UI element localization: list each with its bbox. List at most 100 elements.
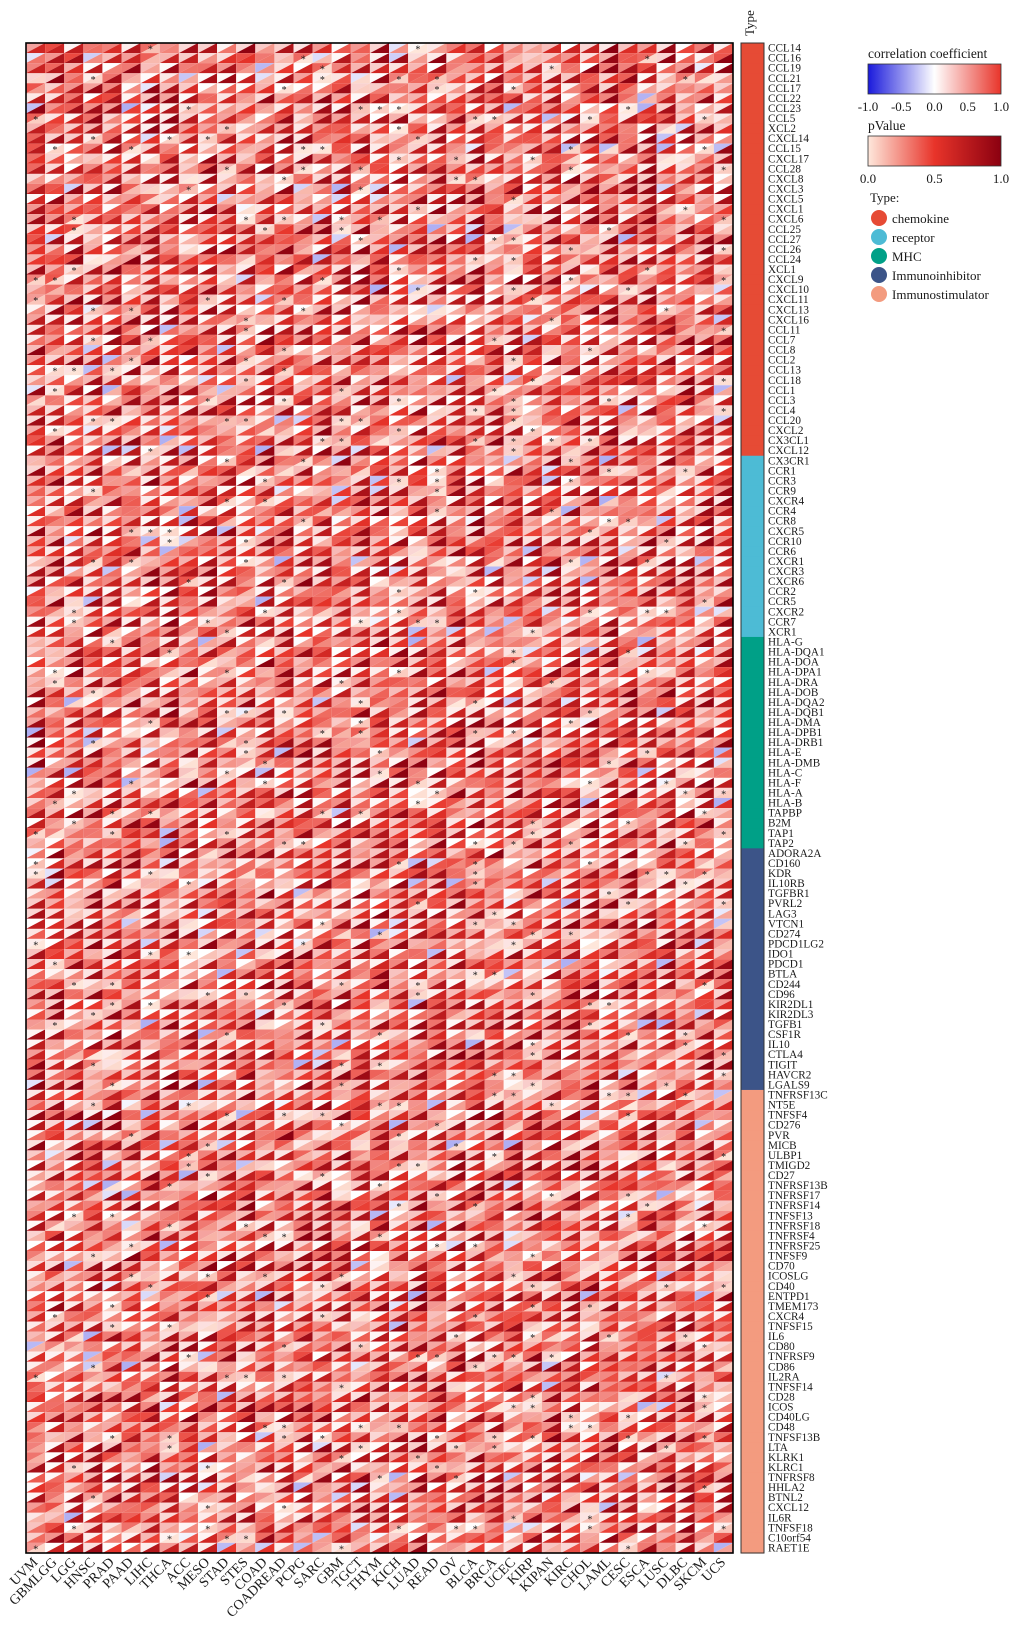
cell-p-triangle: [408, 214, 428, 225]
cell-p-triangle: [369, 43, 390, 54]
cell-corr-triangle: [713, 63, 733, 74]
cell-p-triangle: [522, 153, 542, 164]
cell-corr-triangle: [408, 244, 428, 255]
cell-p-triangle: [369, 214, 390, 225]
cell-p-triangle: [561, 83, 581, 94]
cell-p-triangle: [140, 93, 160, 104]
cell-corr-triangle: [541, 204, 562, 215]
cell-corr-triangle: [427, 214, 447, 225]
cell-p-triangle: [64, 173, 84, 184]
significance-star: *: [377, 105, 382, 116]
cell-corr-triangle: [255, 73, 275, 84]
cell-p-triangle: [331, 73, 351, 84]
cell-corr-triangle: [713, 143, 733, 154]
significance-star: *: [435, 75, 440, 86]
cell-p-triangle: [389, 244, 409, 255]
cell-p-triangle: [102, 93, 122, 104]
cell-corr-triangle: [713, 214, 733, 225]
cell-corr-triangle: [599, 244, 619, 255]
cell-p-triangle: [580, 133, 600, 144]
cell-p-triangle: [408, 194, 428, 205]
cell-p-triangle: [408, 83, 428, 94]
cell-p-triangle: [83, 234, 103, 245]
cell-corr-triangle: [427, 123, 447, 134]
cell-corr-triangle: [197, 214, 218, 225]
cell-p-triangle: [102, 123, 122, 134]
cell-p-triangle: [427, 234, 447, 245]
cell-p-triangle: [713, 183, 733, 194]
cell-corr-triangle: [159, 153, 179, 164]
cell-corr-triangle: [580, 204, 600, 215]
cell-corr-triangle: [561, 113, 581, 124]
cell-corr-triangle: [140, 83, 160, 94]
cell-p-triangle: [236, 183, 256, 194]
cell-corr-triangle: [541, 53, 562, 64]
cell-p-triangle: [713, 43, 733, 54]
cell-corr-triangle: [446, 73, 466, 84]
cell-p-triangle: [83, 93, 103, 104]
cell-p-triangle: [274, 113, 294, 124]
cell-p-triangle: [599, 194, 619, 205]
cell-p-triangle: [159, 53, 179, 64]
cell-p-triangle: [236, 194, 256, 205]
cell-p-triangle: [637, 73, 657, 84]
cell-corr-triangle: [713, 103, 733, 114]
cell-corr-triangle: [350, 214, 370, 225]
cell-p-triangle: [45, 163, 65, 174]
cell-p-triangle: [503, 123, 523, 134]
significance-star: *: [358, 165, 363, 176]
cell-corr-triangle: [580, 234, 600, 245]
cell-corr-triangle: [580, 163, 600, 174]
cell-p-triangle: [102, 73, 122, 84]
cell-corr-triangle: [26, 183, 46, 194]
cell-p-triangle: [255, 133, 275, 144]
cell-corr-triangle: [541, 103, 562, 114]
cell-p-triangle: [465, 244, 485, 255]
cell-p-triangle: [83, 43, 103, 54]
cell-corr-triangle: [446, 183, 466, 194]
cell-corr-triangle: [159, 194, 179, 205]
cell-corr-triangle: [694, 73, 714, 84]
cell-p-triangle: [541, 163, 562, 174]
cell-corr-triangle: [255, 194, 275, 205]
cell-corr-triangle: [656, 113, 676, 124]
cell-corr-triangle: [522, 173, 542, 184]
cell-p-triangle: [446, 83, 466, 94]
cell-corr-triangle: [656, 53, 676, 64]
cell-p-triangle: [694, 123, 714, 134]
cell-p-triangle: [389, 234, 409, 245]
significance-star: *: [224, 125, 229, 136]
cell-corr-triangle: [236, 153, 256, 164]
cell-p-triangle: [217, 123, 237, 134]
cell-corr-triangle: [561, 143, 581, 154]
cell-p-triangle: [675, 123, 695, 134]
cell-corr-triangle: [618, 133, 638, 144]
cell-corr-triangle: [656, 83, 676, 94]
cell-corr-triangle: [45, 143, 65, 154]
cell-p-triangle: [675, 43, 695, 54]
cell-p-triangle: [541, 214, 562, 225]
cell-p-triangle: [274, 123, 294, 134]
cell-corr-triangle: [102, 224, 122, 235]
cell-corr-triangle: [83, 224, 103, 235]
cell-corr-triangle: [102, 53, 122, 64]
cell-corr-triangle: [178, 43, 198, 54]
cell-p-triangle: [45, 43, 65, 54]
cell-corr-triangle: [618, 204, 638, 215]
cell-corr-triangle: [178, 113, 198, 124]
cell-corr-triangle: [465, 194, 485, 205]
cell-p-triangle: [255, 63, 275, 74]
cell-p-triangle: [350, 244, 370, 255]
cell-corr-triangle: [656, 163, 676, 174]
cell-p-triangle: [618, 53, 638, 64]
cell-p-triangle: [121, 234, 141, 245]
cell-p-triangle: [675, 163, 695, 174]
cell-p-triangle: [713, 83, 733, 94]
cell-corr-triangle: [580, 244, 600, 255]
cell-corr-triangle: [427, 163, 447, 174]
cell-corr-triangle: [637, 43, 657, 54]
cell-p-triangle: [45, 153, 65, 164]
cell-corr-triangle: [26, 234, 46, 245]
cell-p-triangle: [217, 194, 237, 205]
cell-p-triangle: [159, 183, 179, 194]
